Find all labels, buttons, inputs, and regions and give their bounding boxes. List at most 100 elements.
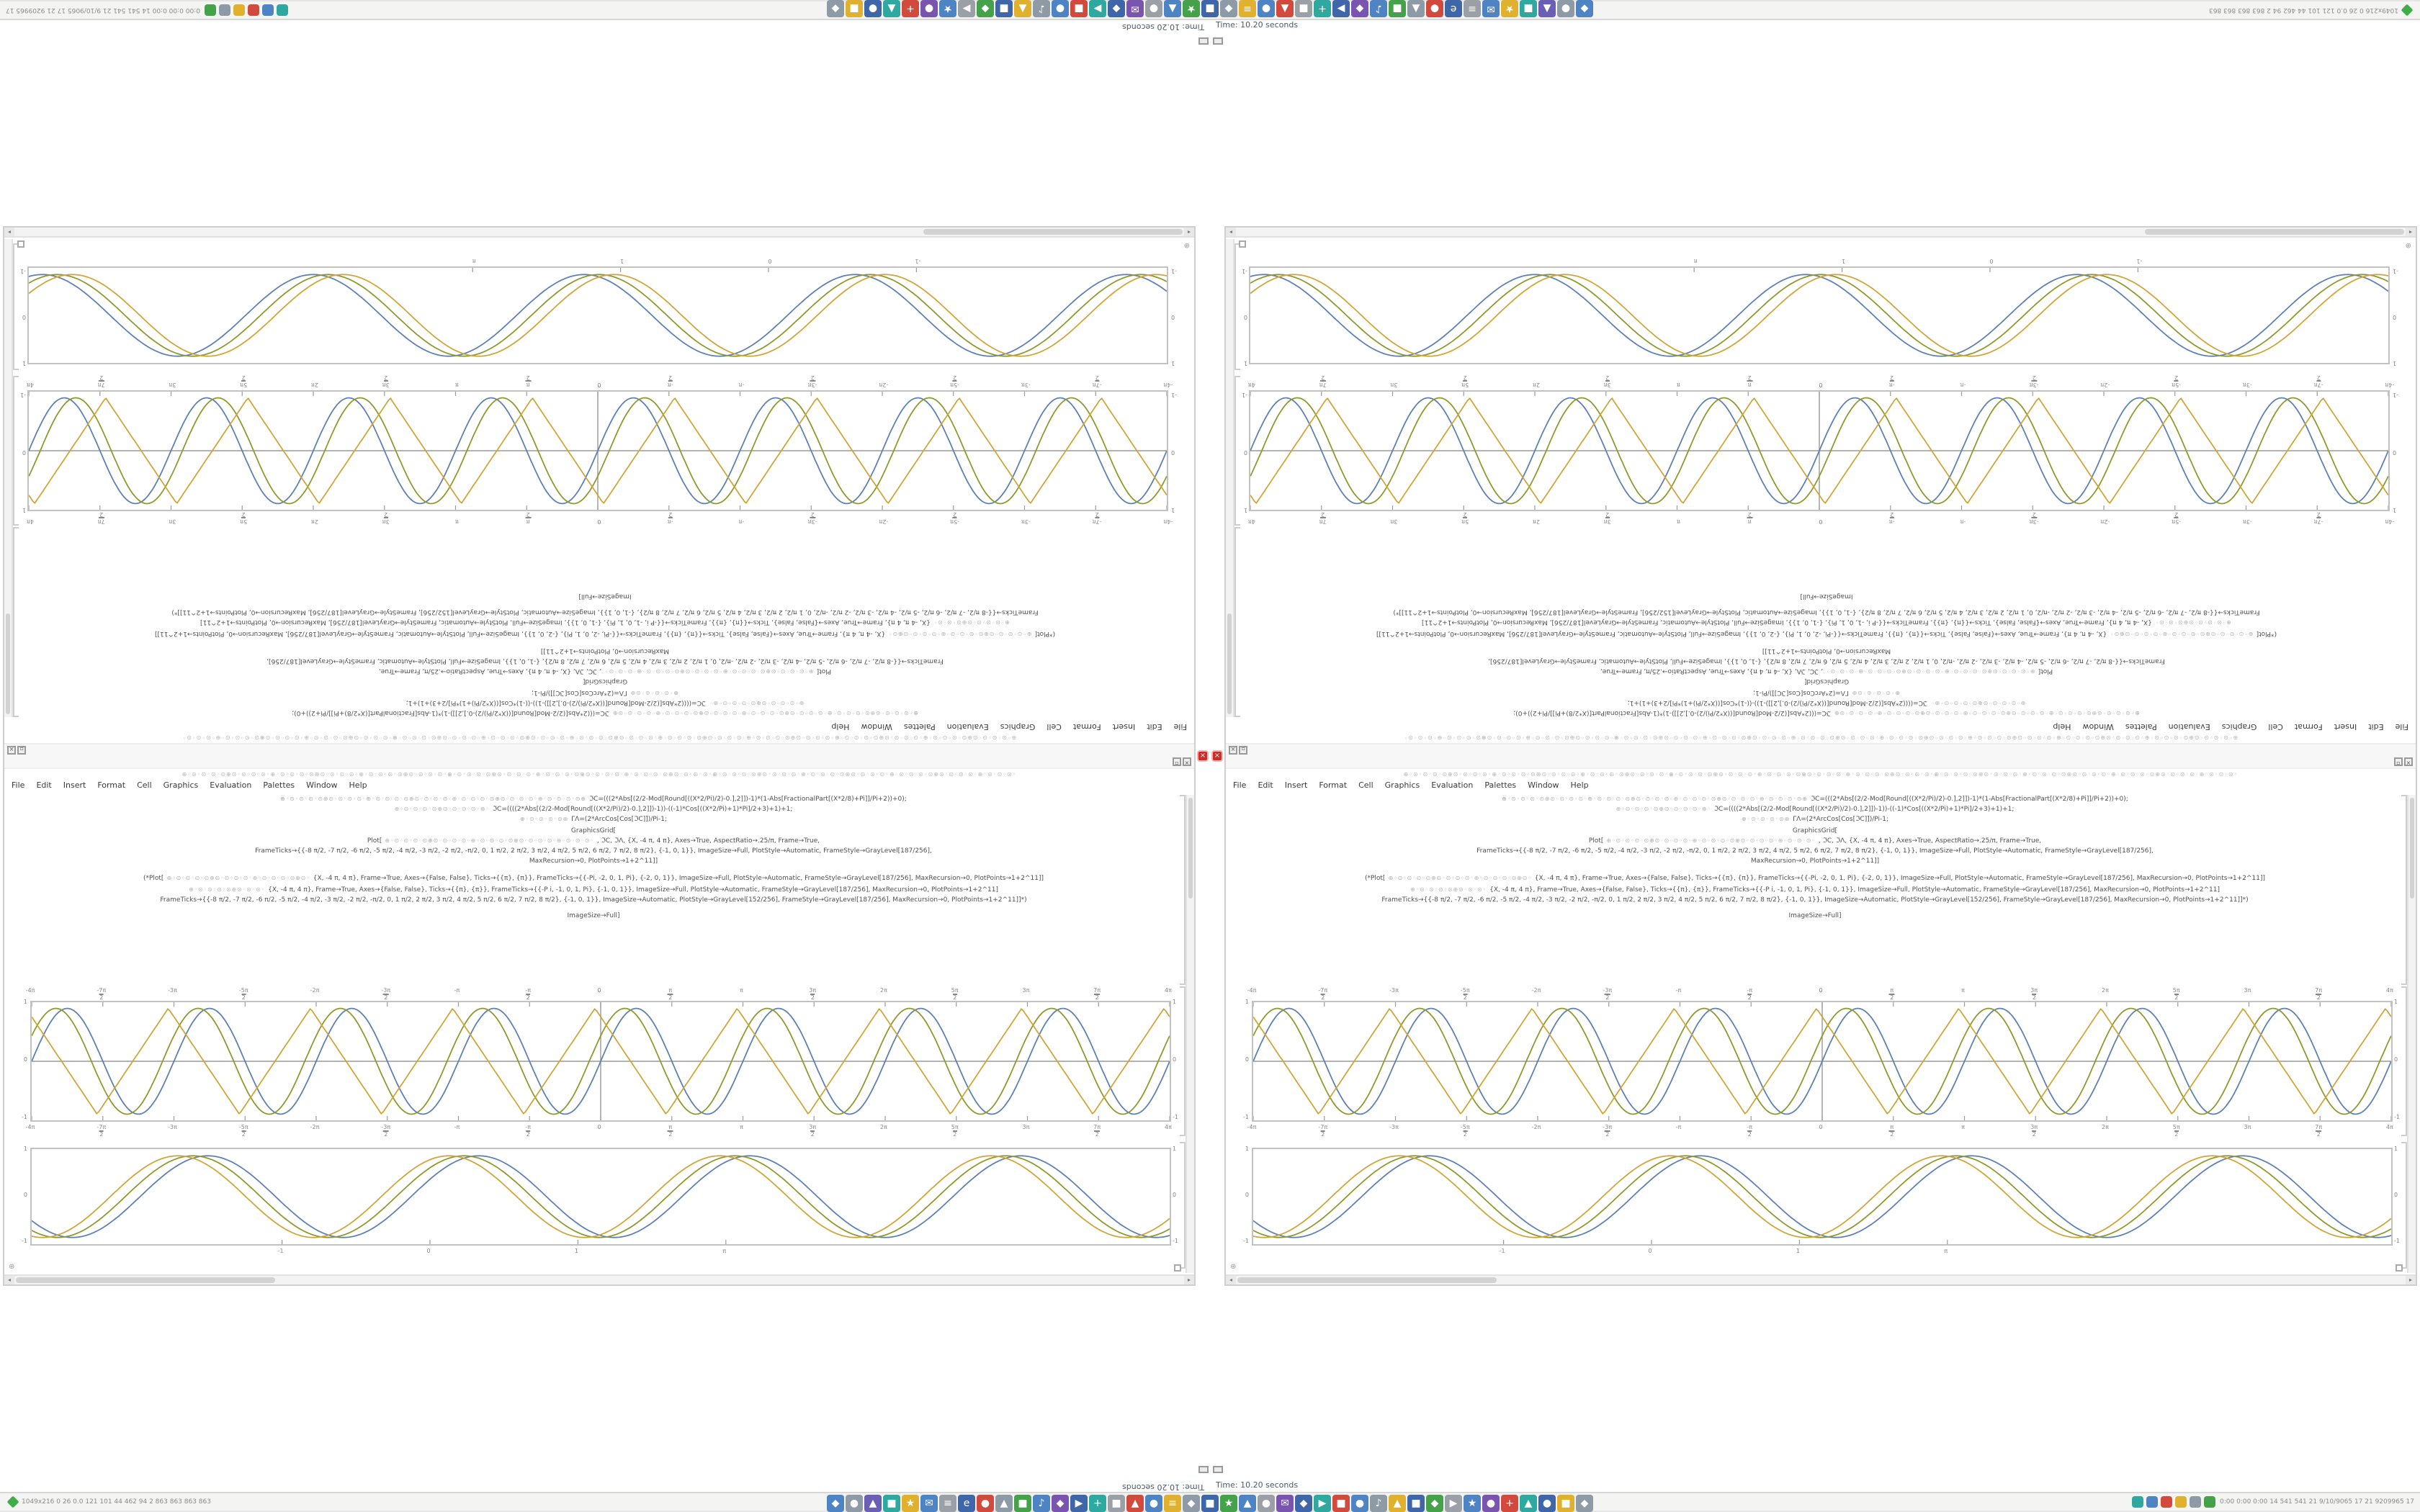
- alert-close-badge[interactable]: ×: [1197, 750, 1209, 762]
- taskbar-app-icon-28[interactable]: ■: [1070, 0, 1088, 17]
- taskbar-app-icon-33[interactable]: ◆: [977, 0, 994, 17]
- code-line-10[interactable]: FrameTicks→{{-8 π/2, -7 π/2, -6 π/2, -5 …: [1249, 606, 2404, 616]
- taskbar-app-icon-41[interactable]: ◆: [1576, 1495, 1593, 1512]
- scroll-left-button[interactable]: ◂: [1184, 228, 1194, 236]
- tray-icon-4[interactable]: [233, 4, 245, 16]
- code-line-9[interactable]: ⊕◦⊙◦⊙◦⊙◦⊙⊕⊙◦⊙◦⊙◦ {X, -4 π, 4 π}, Frame→Tr…: [1249, 617, 2404, 627]
- insert-cell-badge[interactable]: ⊕: [9, 1263, 15, 1272]
- code-cells[interactable]: ⊕◦⊙◦⊙◦⊙◦⊙⊕⊙◦⊙◦⊙◦⊙◦⊕◦⊙◦⊙◦⊙◦⊙⊕⊙◦⊙◦⊙◦⊙◦⊕◦⊙◦…: [1237, 795, 2393, 985]
- vertical-scrollbar-thumb[interactable]: [1227, 613, 1232, 714]
- taskbar-app-icon-26[interactable]: ◆: [1108, 0, 1125, 17]
- code-line-8[interactable]: (*Plot[⊕◦⊙◦⊙◦⊙◦⊙⊕⊙◦⊙◦⊙◦⊙◦⊕◦⊙◦⊙◦⊙◦⊙⊕⊙◦ {X,…: [1237, 875, 2393, 885]
- code-line-2[interactable]: ⊕◦⊙◦⊙◦⊙◦⊙⊕⊙◦⊙◦⊙◦⊙◦⊕◦ ℑC=((((2*Abs[(2/2-Mo…: [1249, 696, 2404, 707]
- resize-grip[interactable]: [17, 240, 24, 248]
- taskbar-app-icon-13[interactable]: ◆: [1351, 0, 1368, 17]
- code-line-11[interactable]: ImageSize→Full]: [16, 912, 1171, 922]
- code-line-10[interactable]: FrameTicks→{{-8 π/2, -7 π/2, -6 π/2, -5 …: [27, 606, 1183, 616]
- taskbar-app-icon-36[interactable]: ●: [1482, 1495, 1500, 1512]
- scroll-right-button[interactable]: ▸: [4, 228, 14, 236]
- vertical-scrollbar[interactable]: [2407, 795, 2416, 1273]
- taskbar-app-icon-40[interactable]: ■: [1557, 1495, 1574, 1512]
- code-line-7[interactable]: MaxRecursion→0, PlotPoints→1+2^11]]: [1249, 644, 2404, 654]
- scroll-left-button[interactable]: ◂: [1226, 1276, 1236, 1284]
- taskbar-app-icon-2[interactable]: ●: [1557, 0, 1574, 17]
- taskbar-app-icon-18[interactable]: ●: [1145, 1495, 1162, 1512]
- resize-grip[interactable]: [1174, 1264, 1181, 1272]
- workspace-cell[interactable]: [1198, 37, 1208, 45]
- taskbar-app-icon-39[interactable]: ●: [864, 0, 882, 17]
- insert-cell-badge[interactable]: ⊕: [2405, 240, 2411, 249]
- menu-palettes[interactable]: Palettes: [2125, 721, 2157, 730]
- window-titlebar[interactable]: ▫ ×: [4, 756, 1194, 769]
- tray-icon-4[interactable]: [2175, 1496, 2187, 1508]
- menu-file[interactable]: File: [1233, 782, 1247, 791]
- tray-icon-1[interactable]: [276, 4, 288, 16]
- taskbar-app-icon-5[interactable]: ★: [902, 1495, 919, 1512]
- taskbar-app-icon-41[interactable]: ◆: [827, 0, 844, 17]
- taskbar-app-icon-17[interactable]: ▲: [1276, 0, 1294, 17]
- taskbar-app-icon-16[interactable]: ■: [1295, 0, 1312, 17]
- cell-bracket-code[interactable]: [1180, 795, 1186, 985]
- taskbar-app-icon-24[interactable]: ●: [1258, 1495, 1275, 1512]
- menu-palettes[interactable]: Palettes: [263, 782, 295, 791]
- taskbar-app-icon-40[interactable]: ■: [846, 0, 863, 17]
- taskbar-app-icon-23[interactable]: ▲: [1239, 1495, 1256, 1512]
- taskbar-app-icon-16[interactable]: ■: [1108, 1495, 1125, 1512]
- menu-evaluation[interactable]: Evaluation: [2168, 721, 2210, 730]
- taskbar-app-icon-4[interactable]: ■: [1520, 0, 1537, 17]
- taskbar-app-icon-8[interactable]: e: [1445, 0, 1462, 17]
- window-close-button[interactable]: ×: [1229, 746, 1237, 755]
- menu-palettes[interactable]: Palettes: [903, 721, 936, 730]
- taskbar-app-icon-38[interactable]: ▲: [1520, 1495, 1537, 1512]
- taskbar-app-icon-36[interactable]: ●: [920, 0, 938, 17]
- taskbar-app-icon-24[interactable]: ●: [1145, 0, 1162, 17]
- menu-edit[interactable]: Edit: [2368, 721, 2384, 730]
- code-line-4[interactable]: GraphicsGrid[: [27, 676, 1183, 686]
- window-close-button[interactable]: ×: [2404, 757, 2413, 766]
- horizontal-scrollbar[interactable]: ◂ ▸: [1226, 228, 2416, 238]
- menu-graphics[interactable]: Graphics: [1384, 782, 1420, 791]
- taskbar-app-icon-10[interactable]: ▲: [995, 1495, 1013, 1512]
- insert-cell-badge[interactable]: ⊕: [1183, 240, 1190, 249]
- vertical-scrollbar-thumb[interactable]: [2410, 798, 2414, 899]
- menu-window[interactable]: Window: [1528, 782, 1559, 791]
- taskbar-app-icon-2[interactable]: ●: [846, 1495, 863, 1512]
- taskbar-app-icon-29[interactable]: ●: [1052, 0, 1069, 17]
- code-line-9[interactable]: ⊕◦⊙◦⊙◦⊙◦⊙⊕⊙◦⊙◦⊙◦ {X, -4 π, 4 π}, Frame→Tr…: [1237, 885, 2393, 895]
- tray-icon-3[interactable]: [2161, 1496, 2173, 1508]
- cell-bracket-plot2[interactable]: [1180, 1142, 1186, 1269]
- window-minimize-button[interactable]: ▫: [2394, 757, 2403, 766]
- taskbar-app-icon-23[interactable]: ▲: [1164, 0, 1181, 17]
- insert-cell-badge[interactable]: ⊕: [1230, 1263, 1237, 1272]
- taskbar-app-icon-14[interactable]: ▶: [1332, 0, 1350, 17]
- menu-insert[interactable]: Insert: [1284, 782, 1308, 791]
- taskbar-app-icon-7[interactable]: ≡: [939, 1495, 956, 1512]
- code-line-10[interactable]: FrameTicks→{{-8 π/2, -7 π/2, -6 π/2, -5 …: [16, 895, 1171, 905]
- taskbar-app-icon-1[interactable]: ◆: [827, 1495, 844, 1512]
- alert-close-badge[interactable]: ×: [1211, 750, 1223, 762]
- menu-format[interactable]: Format: [97, 782, 126, 791]
- code-cells[interactable]: ⊕◦⊙◦⊙◦⊙◦⊙⊕⊙◦⊙◦⊙◦⊙◦⊕◦⊙◦⊙◦⊙◦⊙⊕⊙◦⊙◦⊙◦⊙◦⊕◦⊙◦…: [1249, 527, 2404, 717]
- menu-help[interactable]: Help: [831, 721, 850, 730]
- workspace-cell[interactable]: [1198, 1466, 1208, 1473]
- taskbar-app-icon-34[interactable]: ▶: [958, 0, 975, 17]
- taskbar-app-icon-39[interactable]: ●: [1538, 1495, 1556, 1512]
- code-line-5[interactable]: Plot[⊕◦⊙◦⊙◦⊙◦⊙⊕⊙◦⊙◦⊙◦⊙◦⊕◦⊙◦⊙◦⊙◦⊙⊕⊙◦⊙◦⊙◦⊙…: [1249, 665, 2404, 676]
- taskbar-app-icon-25[interactable]: ✉: [1126, 0, 1144, 17]
- code-line-8[interactable]: (*Plot[⊕◦⊙◦⊙◦⊙◦⊙⊕⊙◦⊙◦⊙◦⊙◦⊕◦⊙◦⊙◦⊙◦⊙⊕⊙◦ {X,…: [27, 627, 1183, 637]
- taskbar-app-icon-27[interactable]: ▶: [1314, 1495, 1331, 1512]
- code-line-4[interactable]: GraphicsGrid[: [1237, 826, 2393, 836]
- menu-format[interactable]: Format: [1072, 721, 1101, 730]
- code-line-1[interactable]: ⊕◦⊙◦⊙◦⊙◦⊙⊕⊙◦⊙◦⊙◦⊙◦⊕◦⊙◦⊙◦⊙◦⊙⊕⊙◦⊙◦⊙◦⊙◦⊕◦⊙◦…: [1249, 707, 2404, 717]
- taskbar-app-icon-29[interactable]: ●: [1351, 1495, 1368, 1512]
- code-cells[interactable]: ⊕◦⊙◦⊙◦⊙◦⊙⊕⊙◦⊙◦⊙◦⊙◦⊕◦⊙◦⊙◦⊙◦⊙⊕⊙◦⊙◦⊙◦⊙◦⊕◦⊙◦…: [27, 527, 1183, 717]
- code-line-9[interactable]: ⊕◦⊙◦⊙◦⊙◦⊙⊕⊙◦⊙◦⊙◦ {X, -4 π, 4 π}, Frame→Tr…: [16, 885, 1171, 895]
- taskbar-app-icon-7[interactable]: ≡: [1464, 0, 1481, 17]
- tray-icon-3[interactable]: [247, 4, 259, 16]
- tray-icon-6[interactable]: [204, 4, 216, 16]
- taskbar-app-icon-22[interactable]: ★: [1220, 1495, 1237, 1512]
- cell-bracket-plot2[interactable]: [1234, 243, 1240, 370]
- vertical-scrollbar[interactable]: [4, 239, 13, 717]
- cell-bracket-code[interactable]: [1234, 527, 1240, 717]
- taskbar-app-icon-31[interactable]: ▲: [1389, 1495, 1406, 1512]
